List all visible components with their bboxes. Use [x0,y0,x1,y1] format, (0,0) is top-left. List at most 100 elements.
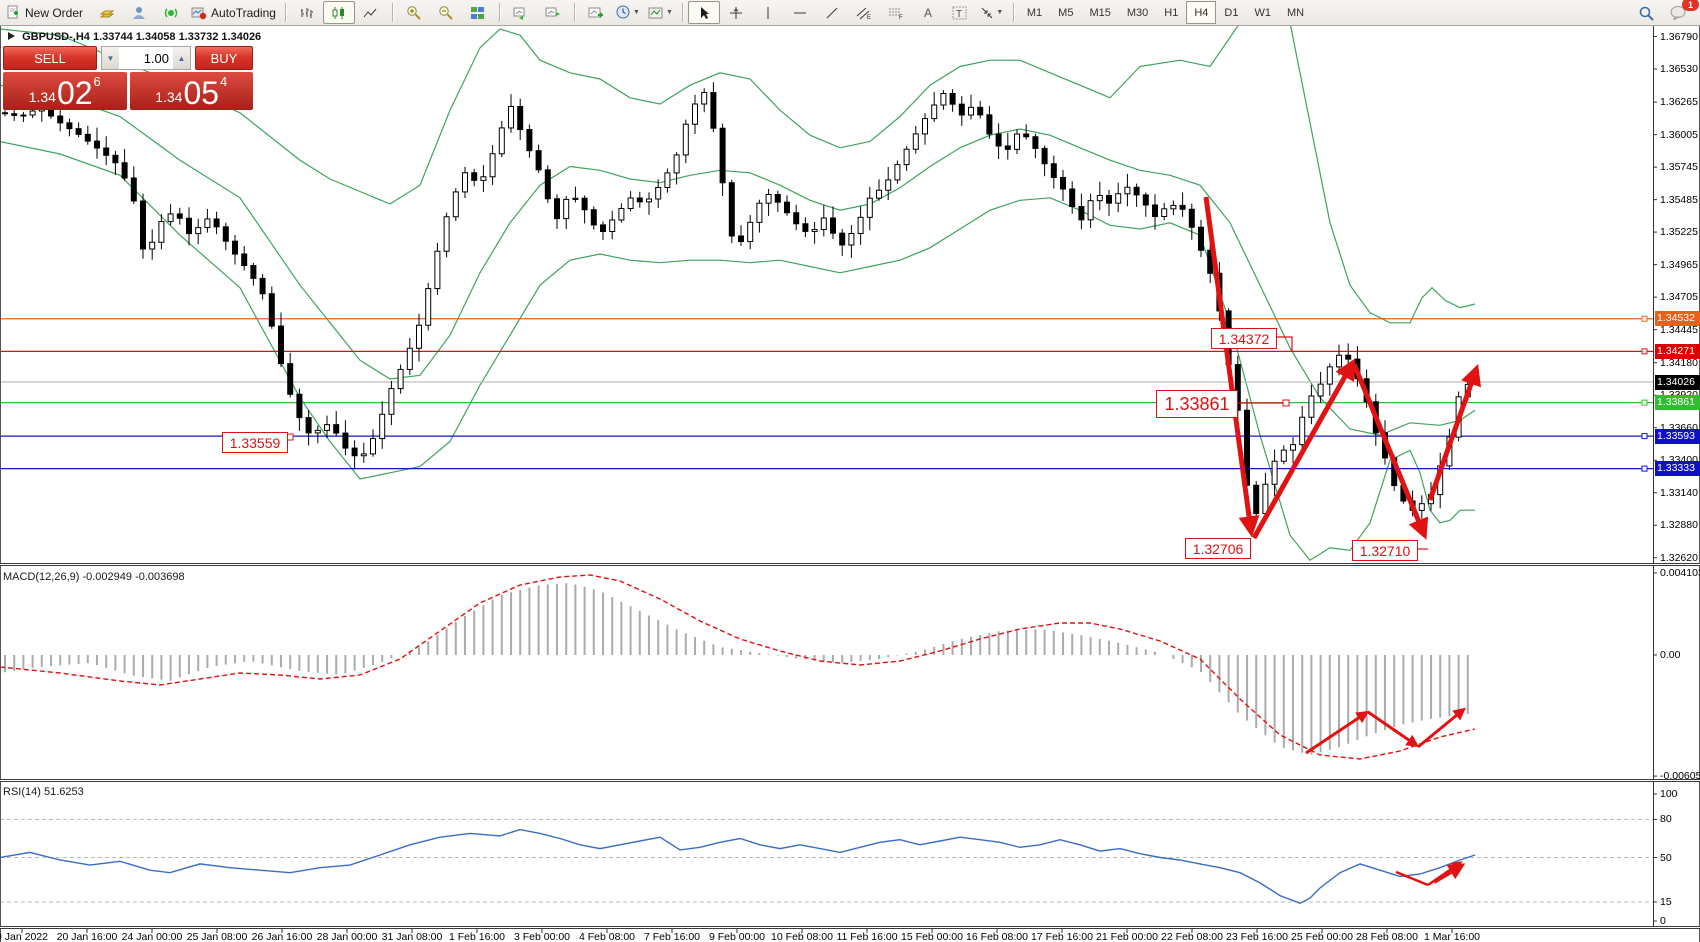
dropdown-arrow-icon: ▼ [632,9,640,16]
timeframe-button-mn[interactable]: MN [1286,6,1305,19]
trendline-tool-button[interactable] [816,1,848,24]
bar-chart-button[interactable] [291,1,323,24]
search-button[interactable] [1630,1,1662,24]
history-button[interactable] [91,1,123,24]
buy-price-display[interactable]: 1.34 05 4 [129,72,253,110]
community-button[interactable] [123,1,155,24]
price-axis-tick: 1.34180 [1660,356,1698,369]
volume-increase-button[interactable]: ▲ [173,47,190,69]
macd-axis-tick: 0.00 [1660,649,1681,661]
new-order-icon [6,5,21,20]
price-callout[interactable]: 1.32706 [1185,538,1251,559]
fibonacci-tool-button[interactable]: F [880,1,912,24]
rsi-axis-tick: 0 [1660,915,1666,927]
timeframe-button-h4[interactable]: H4 [1186,1,1217,24]
price-callout[interactable]: 1.34372 [1211,328,1277,349]
timeframe-button-d1[interactable]: D1 [1224,6,1239,19]
buy-button[interactable]: BUY [195,46,253,70]
arrow-objects-button[interactable]: ▼ [976,1,1008,24]
text-label-tool-button[interactable]: T [944,1,976,24]
time-axis-label: 7 Feb 16:00 [643,931,701,942]
price-axis-tick: 1.33140 [1660,486,1698,499]
notifications-button[interactable]: 1 [1662,0,1699,24]
price-callout[interactable]: 1.33861 [1156,390,1238,418]
time-axis-label: 17 Feb 16:00 [1031,931,1093,942]
price-badge: 1.33861 [1655,395,1700,411]
rsi-axis-tick: 80 [1660,813,1672,826]
price-axis-tick: 1.35745 [1660,161,1698,174]
panel-separator[interactable] [0,779,1700,782]
sell-button[interactable]: SELL [3,46,97,70]
timeframe-button-m15[interactable]: M15 [1089,6,1111,19]
volume-input[interactable] [119,50,173,66]
timeframe-button-m30[interactable]: M30 [1126,6,1149,19]
text-tool-button[interactable]: A [912,1,944,24]
history-icon [99,6,115,20]
dropdown-arrow-icon: ▼ [665,9,673,16]
svg-text:T: T [956,9,962,20]
svg-text:E: E [867,15,871,20]
chart-shift-button[interactable] [537,1,569,24]
time-axis-label: 1 Mar 16:00 [1423,931,1481,942]
macd-axis-tick: 0.004103 [1660,566,1700,579]
panel-separator [0,926,1700,929]
svg-text:A: A [924,6,932,19]
timeframe-button-m5[interactable]: M5 [1058,6,1074,19]
separator [391,3,393,22]
time-axis-label: 25 Jan 08:00 [186,931,248,942]
arrange-charts-button[interactable] [505,1,537,24]
zoom-out-button[interactable] [430,1,462,24]
one-click-trading-panel: SELL ▼ ▲ BUY 1.34 02 6 1.34 05 4 [3,46,253,110]
price-callout[interactable]: 1.32710 [1352,540,1418,561]
chart-title: GBPUSD-,H4 1.33744 1.34058 1.33732 1.340… [8,31,261,43]
vertical-line-tool-button[interactable] [752,1,784,24]
time-axis-label: 28 Jan 00:00 [316,931,378,942]
price-axis-tick: 1.34705 [1660,291,1698,304]
time-axis-label: 31 Jan 08:00 [381,931,443,942]
time-axis-label: 9 Jan 2022 [0,931,48,942]
price-axis-tick: 1.32620 [1660,551,1698,564]
autotrading-button[interactable]: AutoTrading [187,1,280,24]
zoom-in-button[interactable] [398,1,430,24]
price-badge: 1.34271 [1655,343,1700,359]
price-axis-tick: 1.36530 [1660,63,1698,75]
signal-button[interactable] [155,1,187,24]
periods-clock-button[interactable]: ▼ [612,1,644,24]
price-axis-tick: 1.36265 [1660,96,1698,109]
separator [681,3,683,22]
time-axis-label: 15 Feb 00:00 [901,931,963,942]
sell-price-display[interactable]: 1.34 02 6 [3,72,127,110]
line-chart-button[interactable] [355,1,387,24]
sell-price-pips: 02 [56,74,93,111]
timeframe-button-m1[interactable]: M1 [1026,6,1043,19]
rsi-axis-tick: 50 [1660,851,1672,864]
new-order-label: New Order [25,5,84,20]
community-icon [132,6,147,20]
equidistant-channel-tool-button[interactable]: E [848,1,880,24]
chart-window[interactable] [0,25,1700,942]
price-axis-tick: 1.34445 [1660,323,1698,336]
price-axis-tick: 1.34965 [1660,258,1698,271]
panel-separator[interactable] [0,563,1700,566]
notification-badge: 1 [1682,0,1699,11]
horizontal-line-tool-button[interactable] [784,1,816,24]
crosshair-tool-button[interactable] [720,1,752,24]
time-axis-label: 26 Jan 16:00 [251,931,313,942]
timeframe-button-h1[interactable]: H1 [1164,6,1179,19]
volume-decrease-button[interactable]: ▼ [102,47,119,69]
price-badge: 1.34532 [1655,311,1700,327]
new-chart-button[interactable] [580,1,612,24]
timeframe-button-w1[interactable]: W1 [1254,6,1271,19]
cursor-tool-button[interactable] [687,1,720,24]
time-axis-label: 23 Feb 16:00 [1226,931,1288,942]
candlestick-chart-button[interactable] [322,1,355,24]
price-callout[interactable]: 1.33559 [222,432,288,453]
templates-button[interactable]: ▼ [644,1,677,24]
tile-windows-button[interactable] [462,1,494,24]
price-axis-tick: 1.35225 [1660,226,1698,239]
new-order-button[interactable]: New Order [2,1,87,24]
time-axis-label: 11 Feb 16:00 [836,931,898,942]
time-axis-label: 3 Feb 00:00 [513,931,571,942]
time-axis-label: 28 Feb 08:00 [1356,931,1418,942]
